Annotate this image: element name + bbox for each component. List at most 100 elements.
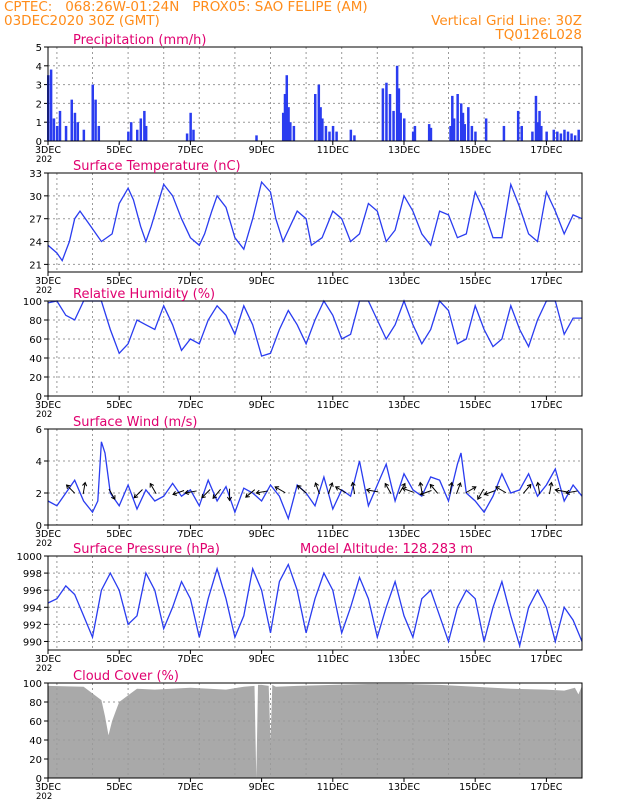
x-tick-label: 15DEC	[459, 145, 491, 156]
wind-arrow-shaft	[149, 483, 157, 494]
x-tick-label: 15DEC	[459, 654, 491, 665]
wind-arrow-head	[274, 486, 280, 491]
precip-bar	[531, 131, 534, 141]
precip-bar	[413, 125, 417, 141]
x-tick-label: 11DEC	[317, 145, 349, 156]
precip-bar	[70, 99, 73, 141]
x-tick-label: 7DEC	[177, 145, 203, 156]
x-tick-label: 13DEC	[388, 400, 420, 411]
precip-bar	[353, 135, 356, 141]
precip-bar	[289, 122, 292, 141]
x-tick-label: 17DEC	[530, 276, 562, 287]
precip-bar	[292, 125, 296, 141]
precip-bar	[566, 131, 570, 141]
precip-bar	[459, 103, 463, 141]
y-tick-label: 0	[36, 392, 42, 403]
x-tick-label: 17DEC	[530, 400, 562, 411]
x-tick-label: 9DEC	[249, 145, 275, 156]
wind-frame	[47, 428, 583, 526]
precip-bar	[545, 131, 548, 141]
wind-arrow-shaft	[201, 489, 211, 499]
precip-bar	[328, 131, 331, 141]
wind-arrow-shaft	[565, 490, 578, 494]
wind-arrow-head	[201, 493, 206, 499]
x-tick-label: 7DEC	[177, 529, 203, 540]
y-tick-label: 1	[36, 118, 42, 129]
header-grid-line: Vertical Grid Line: 30Z	[431, 13, 582, 29]
precip-bar	[449, 125, 452, 141]
x-tick-label: 11DEC	[317, 654, 349, 665]
rh-series-line	[47, 299, 582, 357]
wind-series-line	[47, 441, 583, 521]
x-tick-label: 13DEC	[388, 529, 420, 540]
x-tick-label: 11DEC	[317, 529, 349, 540]
wind-arrow-head	[548, 481, 554, 487]
x-tick-label: 3DEC	[35, 654, 61, 665]
wind-arrow-head	[133, 493, 139, 499]
wind-arrow-head	[401, 482, 406, 488]
y-tick-label: 30	[29, 192, 42, 203]
y-tick-label: 1000	[17, 552, 42, 563]
x-tick-label: 7DEC	[177, 782, 203, 793]
temp-title: Surface Temperature (nC)	[73, 159, 241, 174]
y-tick-label: 21	[29, 260, 42, 271]
precip-bar	[349, 129, 353, 141]
wind-arrow-head	[448, 481, 454, 487]
precip-bar	[127, 131, 130, 141]
y-tick-label: 0	[36, 774, 42, 785]
x-tick-label: 5DEC	[106, 145, 132, 156]
y-tick-label: 80	[29, 698, 42, 709]
wind-arrow-shaft	[366, 489, 379, 493]
wind-arrow-shaft	[548, 482, 553, 495]
x-tick-label: 9DEC	[249, 276, 275, 287]
wind-arrow-head	[226, 496, 233, 502]
pres-subtitle: Model Altitude: 128.283 m	[300, 542, 473, 557]
y-tick-label: 3	[36, 81, 42, 92]
wind-arrow-shaft	[172, 490, 185, 495]
x-tick-label: 7DEC	[177, 276, 203, 287]
year-prefix: 202	[36, 286, 52, 296]
wind-arrow-head	[365, 487, 371, 493]
y-tick-label: 2	[36, 99, 42, 110]
wind-arrow-shaft	[465, 486, 477, 494]
wind-arrow-head	[401, 486, 407, 492]
wind-arrow-head	[350, 481, 356, 487]
year-prefix: 202	[36, 155, 52, 165]
wind-arrow-head	[172, 491, 178, 496]
precip-bar	[381, 88, 385, 141]
precip-bar	[467, 107, 470, 141]
x-tick-label: 9DEC	[249, 654, 275, 665]
wind-arrow-shaft	[420, 490, 432, 495]
precip-bar	[388, 94, 392, 141]
x-tick-label: 15DEC	[459, 400, 491, 411]
x-tick-label: 5DEC	[106, 782, 132, 793]
y-tick-label: 60	[29, 335, 42, 346]
y-tick-label: 996	[23, 586, 42, 597]
wind-arrow-head	[429, 483, 435, 489]
precip-bar	[427, 124, 431, 141]
x-tick-label: 13DEC	[388, 276, 420, 287]
x-tick-label: 9DEC	[249, 529, 275, 540]
wind-arrow-head	[565, 489, 570, 495]
precip-bar	[502, 125, 506, 141]
precip-bar	[255, 135, 258, 141]
x-tick-label: 9DEC	[249, 400, 275, 411]
x-tick-label: 15DEC	[459, 276, 491, 287]
wind-arrow-shaft	[352, 482, 356, 495]
precip-bar	[520, 125, 523, 141]
y-tick-label: 0	[36, 521, 42, 532]
temp-series-line	[47, 180, 583, 262]
x-tick-label: 9DEC	[249, 782, 275, 793]
precip-bar	[58, 110, 62, 141]
wind-arrow-shaft	[537, 482, 541, 495]
x-tick-label: 3DEC	[35, 782, 61, 793]
wind-arrow-shaft	[398, 483, 406, 494]
wind-arrow-head	[457, 482, 462, 487]
precip-bar	[283, 94, 287, 141]
y-tick-label: 5	[36, 43, 42, 54]
x-tick-label: 15DEC	[459, 782, 491, 793]
pres-panel: 990 992 994 996 998 1000 3DEC 5DEC 7DEC 9DEC 11DEC…	[17, 542, 583, 674]
rh-frame	[47, 300, 583, 397]
wind-arrow-shaft	[522, 484, 532, 494]
y-tick-label: 27	[29, 215, 42, 226]
